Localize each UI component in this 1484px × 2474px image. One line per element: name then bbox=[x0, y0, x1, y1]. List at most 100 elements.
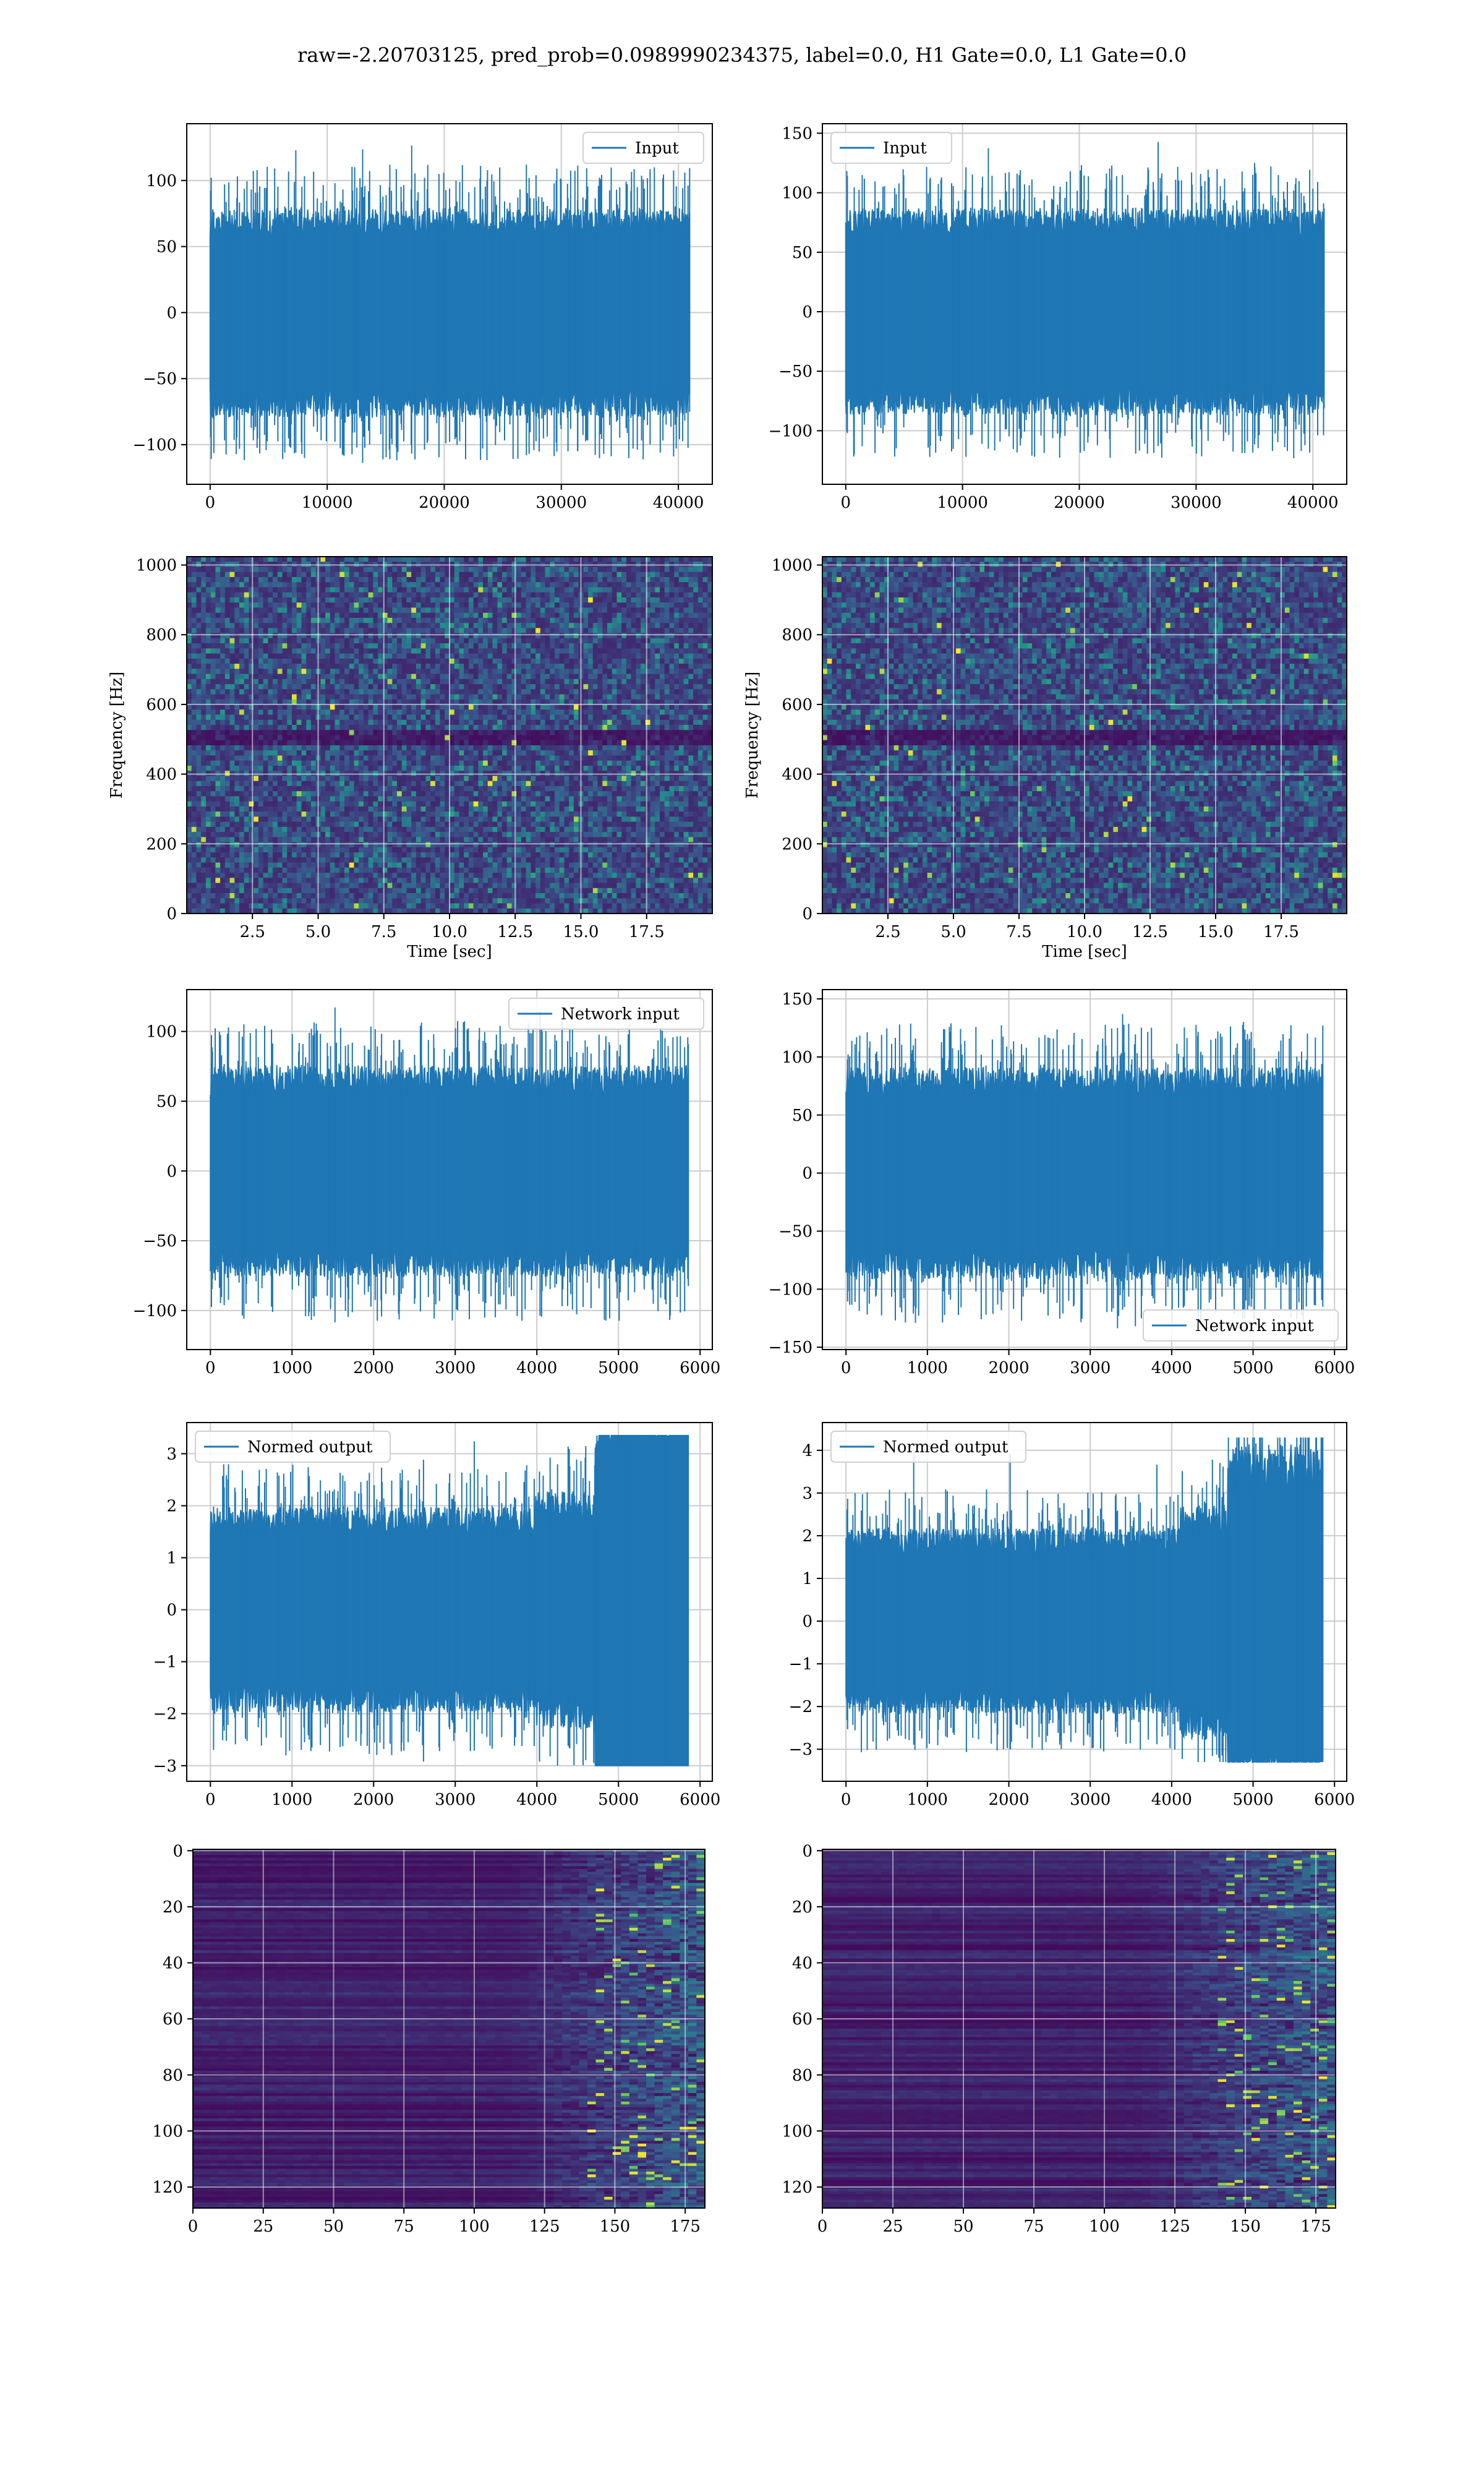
y-tick-label: −50 bbox=[143, 370, 177, 388]
heatmap-cell bbox=[392, 593, 397, 598]
heatmap-cell bbox=[655, 684, 660, 690]
heatmap-cell bbox=[617, 689, 622, 695]
heatmap-cell bbox=[335, 695, 340, 700]
heatmap-cell bbox=[703, 669, 708, 674]
heatmap-cell bbox=[636, 709, 641, 715]
heatmap-cell bbox=[220, 761, 225, 766]
heatmap-cell bbox=[693, 588, 698, 593]
heatmap-cell bbox=[679, 750, 684, 756]
heatmap-cell bbox=[679, 648, 684, 654]
heatmap-cell bbox=[297, 695, 302, 700]
heatmap-cell bbox=[416, 643, 421, 649]
heatmap-cell bbox=[626, 715, 631, 721]
heatmap-cell bbox=[516, 588, 521, 593]
heatmap-cell bbox=[660, 766, 665, 771]
heatmap-cell bbox=[407, 720, 412, 726]
heatmap-cell bbox=[344, 756, 349, 761]
heatmap-cell bbox=[339, 607, 344, 613]
heatmap-cell bbox=[502, 628, 507, 633]
heatmap-cell bbox=[583, 643, 588, 649]
heatmap-cell bbox=[459, 730, 464, 735]
heatmap-cell bbox=[660, 664, 665, 669]
heatmap-cell bbox=[311, 597, 316, 603]
heatmap-cell bbox=[354, 679, 359, 685]
heatmap-cell bbox=[258, 761, 263, 766]
heatmap-cell bbox=[674, 709, 679, 715]
heatmap-cell bbox=[388, 643, 393, 649]
heatmap-cell bbox=[201, 638, 206, 644]
heatmap-cell bbox=[397, 730, 402, 735]
heatmap-cell bbox=[373, 648, 378, 654]
heatmap-cell bbox=[311, 674, 316, 680]
heatmap-cell bbox=[617, 597, 622, 603]
heatmap-cell bbox=[373, 725, 378, 730]
heatmap-cell bbox=[540, 577, 545, 583]
heatmap-cell bbox=[388, 638, 393, 644]
heatmap-cell bbox=[201, 766, 206, 771]
heatmap-cell bbox=[388, 709, 393, 715]
heatmap-cell bbox=[545, 756, 550, 761]
heatmap-cell bbox=[215, 715, 220, 721]
heatmap-cell bbox=[187, 577, 192, 583]
heatmap-cell bbox=[535, 582, 540, 588]
heatmap-cell bbox=[278, 715, 283, 721]
heatmap-cell bbox=[469, 720, 474, 726]
heatmap-cell bbox=[411, 577, 416, 583]
heatmap-cell bbox=[560, 756, 565, 761]
heatmap-cell bbox=[488, 572, 493, 578]
heatmap-cell bbox=[531, 679, 535, 685]
heatmap-cell bbox=[679, 593, 684, 598]
heatmap-cell bbox=[612, 720, 617, 726]
heatmap-cell bbox=[650, 638, 655, 644]
heatmap-cell bbox=[416, 669, 421, 674]
heatmap-cell bbox=[612, 715, 617, 721]
heatmap-cell bbox=[684, 669, 689, 674]
heatmap-cell bbox=[531, 618, 535, 623]
heatmap-cell bbox=[612, 607, 617, 613]
heatmap-cell bbox=[397, 633, 402, 639]
heatmap-cell bbox=[211, 771, 216, 776]
heatmap-cell bbox=[320, 725, 325, 730]
heatmap-cell bbox=[230, 761, 235, 766]
heatmap-cell bbox=[330, 613, 335, 618]
heatmap-cell bbox=[220, 735, 225, 741]
heatmap-cell bbox=[416, 633, 421, 639]
heatmap-cell bbox=[626, 567, 631, 573]
heatmap-cell bbox=[474, 669, 479, 674]
heatmap-cell bbox=[478, 588, 483, 593]
heatmap-cell bbox=[478, 715, 483, 721]
heatmap-cell bbox=[287, 720, 292, 726]
heatmap-cell bbox=[631, 628, 636, 633]
heatmap-cell bbox=[650, 582, 655, 588]
heatmap-cell bbox=[411, 695, 416, 700]
heatmap-cell bbox=[545, 582, 550, 588]
heatmap-cell bbox=[607, 725, 612, 730]
heatmap-cell bbox=[655, 766, 660, 771]
heatmap-cell bbox=[306, 674, 311, 680]
heatmap-cell bbox=[684, 704, 689, 710]
heatmap-cell bbox=[521, 633, 526, 639]
heatmap-cell bbox=[531, 648, 535, 654]
heatmap-cell bbox=[502, 756, 507, 761]
heatmap-cell bbox=[617, 628, 622, 633]
heatmap-cell bbox=[450, 588, 454, 593]
heatmap-cell bbox=[435, 669, 440, 674]
heatmap-cell bbox=[665, 577, 670, 583]
heatmap-cell bbox=[302, 761, 307, 766]
heatmap-cell bbox=[550, 593, 555, 598]
heatmap-cell bbox=[621, 715, 626, 721]
heatmap-cell bbox=[450, 664, 454, 669]
heatmap-cell bbox=[674, 593, 679, 598]
heatmap-cell bbox=[225, 613, 230, 618]
heatmap-cell bbox=[211, 766, 216, 771]
heatmap-cell bbox=[425, 664, 430, 669]
heatmap-cell bbox=[335, 674, 340, 680]
heatmap-cell bbox=[598, 607, 603, 613]
heatmap-cell bbox=[512, 613, 517, 618]
heatmap-cell bbox=[555, 735, 560, 741]
heatmap-cell bbox=[430, 588, 435, 593]
x-tick-label: 30000 bbox=[535, 494, 587, 512]
heatmap-cell bbox=[636, 659, 641, 664]
heatmap-cell bbox=[302, 674, 307, 680]
